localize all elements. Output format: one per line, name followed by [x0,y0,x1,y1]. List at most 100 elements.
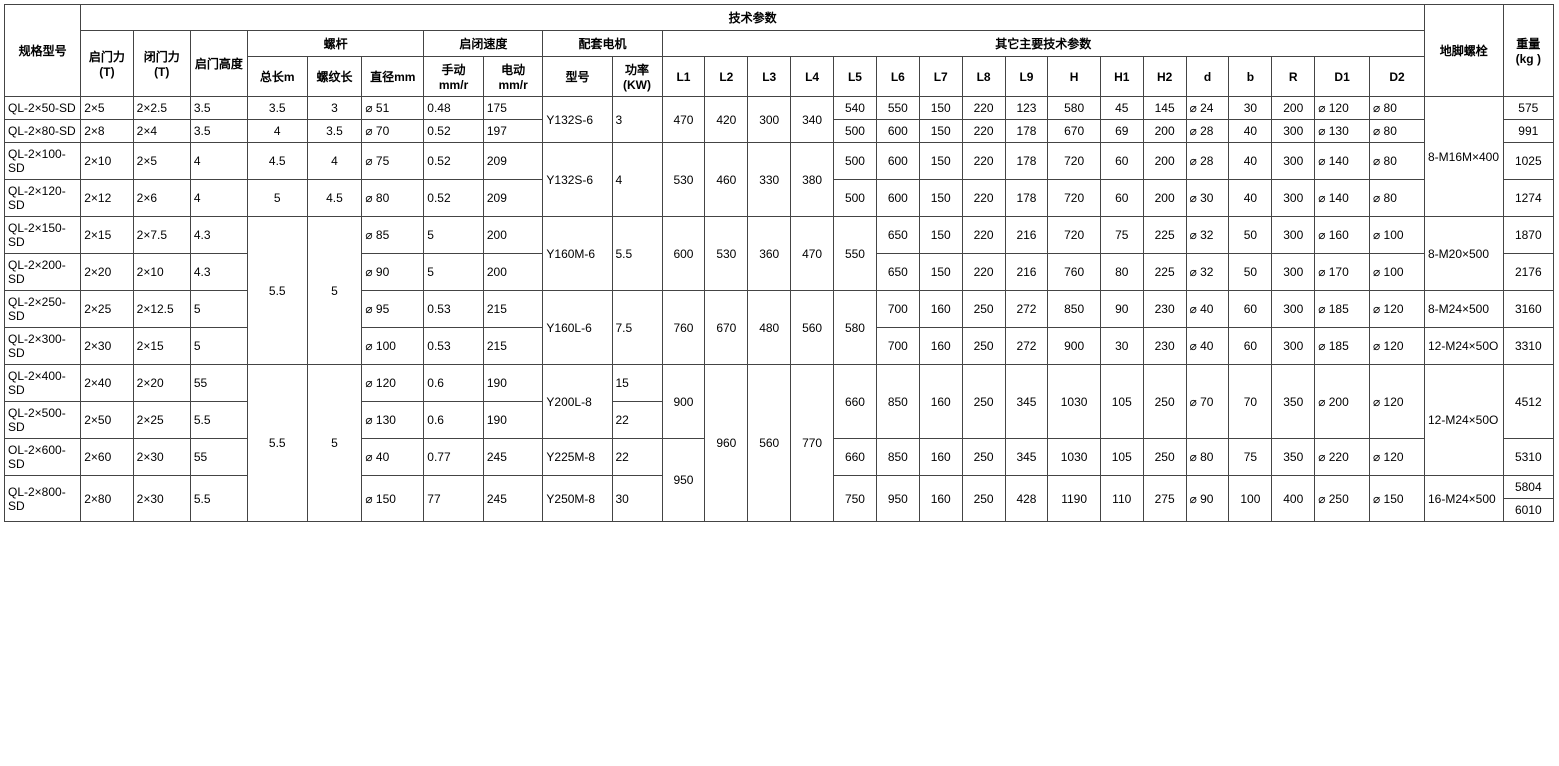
cell: 5.5 [247,365,307,522]
cell-model: QL-2×50-SD [5,97,81,120]
cell: 2×5 [133,143,190,180]
hdr-open-force: 启门力 (T) [81,31,133,97]
hdr-speed: 启闭速度 [424,31,543,57]
cell: 160 [919,328,962,365]
cell: 220 [962,120,1005,143]
cell: 60 [1100,180,1143,217]
cell: 650 [876,254,919,291]
cell: 300 [1272,291,1315,328]
cell: 5 [307,217,362,365]
cell: 670 [705,291,748,365]
cell: ⌀ 170 [1315,254,1370,291]
cell: 215 [483,328,543,365]
cell: ⌀ 70 [362,120,424,143]
cell: 700 [876,328,919,365]
cell: 5 [190,291,247,328]
cell: 600 [876,180,919,217]
cell: 200 [483,217,543,254]
hdr-L1: L1 [662,57,705,97]
cell: 300 [1272,120,1315,143]
cell: 250 [962,328,1005,365]
cell: 178 [1005,120,1048,143]
cell: 250 [962,291,1005,328]
cell-power: 4 [612,143,662,217]
cell-bolt: 16-M24×500 [1424,476,1503,522]
cell: 950 [876,476,919,522]
cell: 2×60 [81,439,133,476]
cell: 300 [1272,328,1315,365]
hdr-D1: D1 [1315,57,1370,97]
cell: 4 [307,143,362,180]
cell: ⌀ 95 [362,291,424,328]
hdr-total-len: 总长m [247,57,307,97]
cell: ⌀ 120 [1369,291,1424,328]
cell: 178 [1005,180,1048,217]
cell: 245 [483,476,543,522]
cell: ⌀ 51 [362,97,424,120]
cell: 1030 [1048,439,1100,476]
cell: ⌀ 32 [1186,254,1229,291]
cell-wt: 3160 [1503,291,1553,328]
cell: 90 [1100,291,1143,328]
cell: 560 [791,291,834,365]
cell: ⌀ 85 [362,217,424,254]
hdr-screw: 螺杆 [247,31,423,57]
cell: 760 [662,291,705,365]
cell: 480 [748,291,791,365]
cell: 300 [1272,143,1315,180]
cell: 960 [705,365,748,522]
cell: 2×20 [133,365,190,402]
cell: 380 [791,143,834,217]
cell: 75 [1229,439,1272,476]
cell: 209 [483,143,543,180]
cell: ⌀ 80 [362,180,424,217]
table-row: QL-2×400-SD 2×40 2×20 55 5.5 5 ⌀ 120 0.6… [5,365,1554,402]
cell: ⌀ 150 [362,476,424,522]
cell: 2×12.5 [133,291,190,328]
cell: 250 [962,365,1005,439]
cell: 660 [834,365,877,439]
cell: 500 [834,143,877,180]
cell: 2×20 [81,254,133,291]
cell: 55 [190,365,247,402]
cell: ⌀ 75 [362,143,424,180]
cell-model: QL-2×150-SD [5,217,81,254]
hdr-diameter: 直径mm [362,57,424,97]
cell: 145 [1143,97,1186,120]
cell: 215 [483,291,543,328]
cell: 200 [1143,180,1186,217]
cell: ⌀ 100 [1369,254,1424,291]
cell: 670 [1048,120,1100,143]
cell: 45 [1100,97,1143,120]
cell: ⌀ 150 [1369,476,1424,522]
cell: 220 [962,97,1005,120]
cell: 105 [1100,439,1143,476]
cell: 2×15 [81,217,133,254]
cell: 5.5 [190,402,247,439]
cell: 850 [1048,291,1100,328]
cell: 0.52 [424,120,484,143]
cell: ⌀ 185 [1315,328,1370,365]
cell: 160 [919,439,962,476]
cell: 2×2.5 [133,97,190,120]
hdr-other: 其它主要技术参数 [662,31,1424,57]
hdr-model: 规格型号 [5,5,81,97]
cell: 5 [424,254,484,291]
cell: 123 [1005,97,1048,120]
cell-wt: 6010 [1503,499,1553,522]
cell: 5 [307,365,362,522]
cell-power: 3 [612,97,662,143]
cell: 5 [190,328,247,365]
cell: ⌀ 30 [1186,180,1229,217]
cell-model: QL-2×250-SD [5,291,81,328]
hdr-L8: L8 [962,57,1005,97]
cell-model: QL-2×200-SD [5,254,81,291]
cell: 216 [1005,217,1048,254]
cell: 550 [834,217,877,291]
cell: 3 [307,97,362,120]
cell: 600 [662,217,705,291]
cell-power: 22 [612,402,662,439]
cell: 2×5 [81,97,133,120]
cell: 330 [748,143,791,217]
cell: 350 [1272,365,1315,439]
